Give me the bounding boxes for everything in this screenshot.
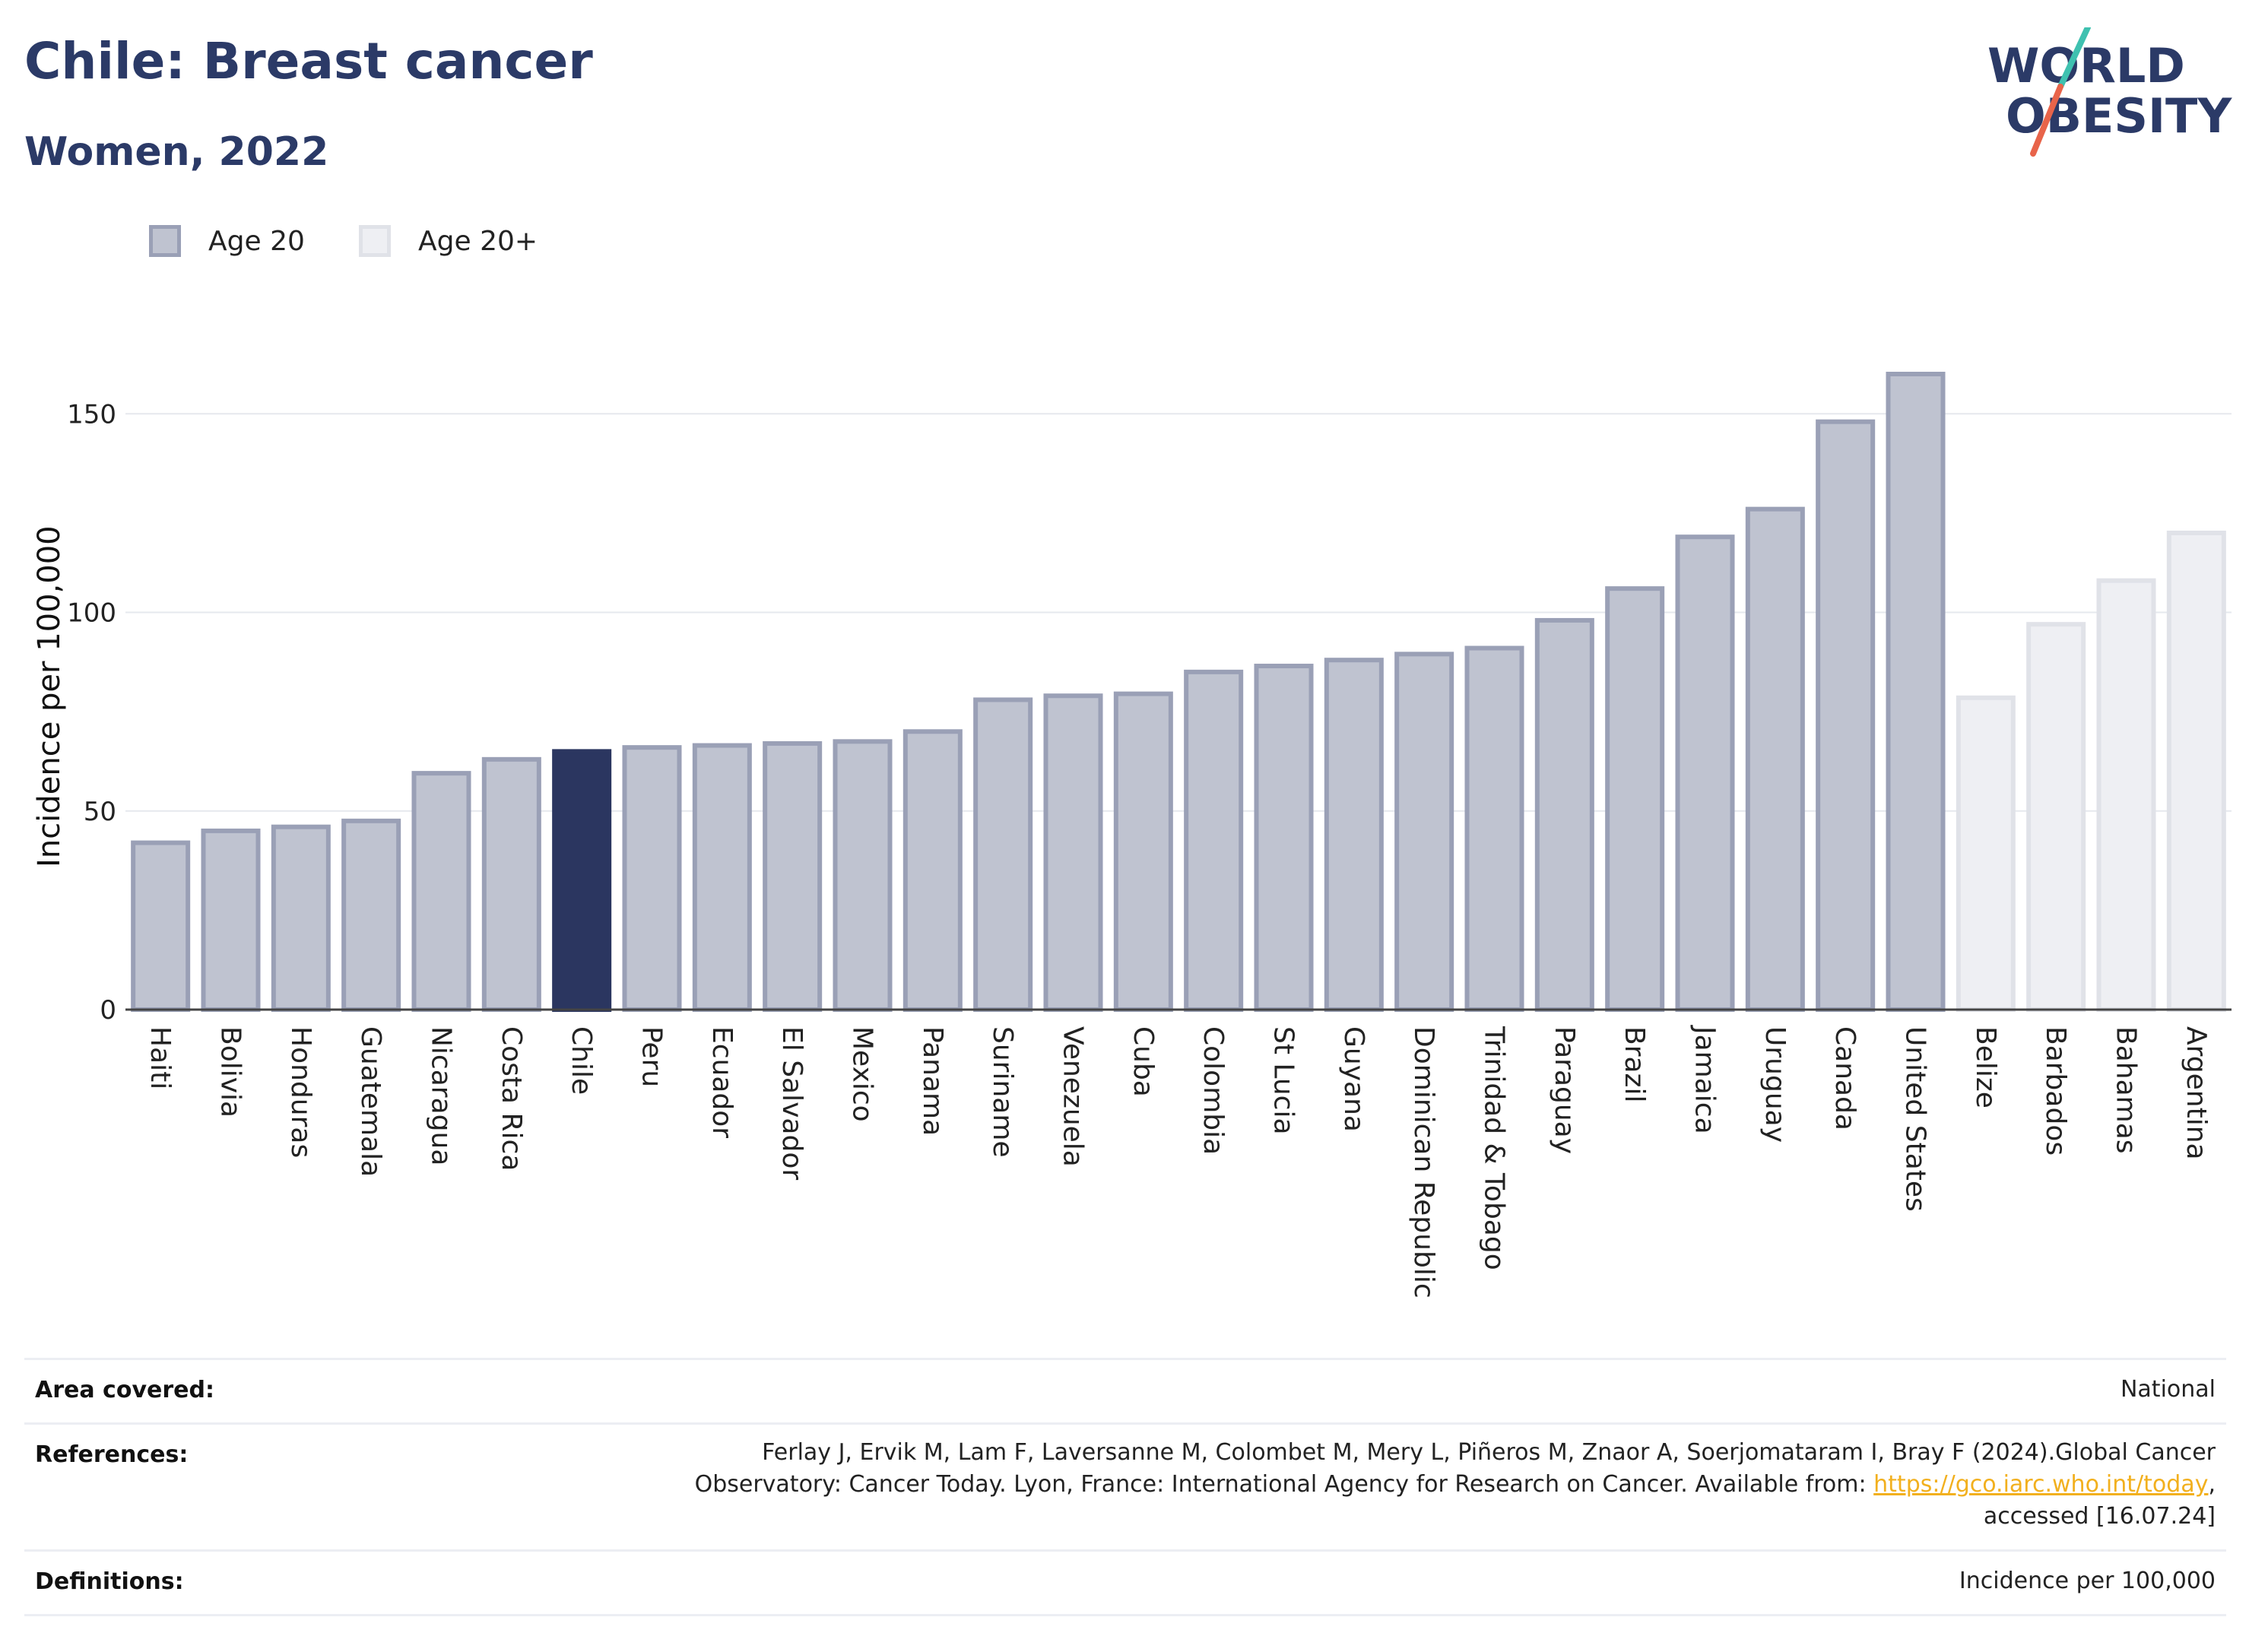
bar-el-salvador [763, 740, 823, 1012]
x-tick-label: Chile [566, 1026, 597, 1095]
footer-row-area: Area covered: National [24, 1358, 2226, 1422]
logo-slash-top [2057, 27, 2091, 90]
legend-swatch-age-20-plus [359, 225, 391, 257]
x-tick-label: Brazil [1619, 1026, 1650, 1102]
x-tick-label: Argentina [2181, 1026, 2212, 1160]
bar-trinidad-tobago [1464, 645, 1524, 1013]
bar-united-states [1886, 372, 1946, 1012]
bar-venezuela [1043, 693, 1103, 1012]
x-tick-label: Paraguay [1549, 1026, 1580, 1154]
bar-nicaragua [411, 771, 471, 1012]
chart-title: Chile: Breast cancer [24, 32, 593, 90]
y-tick-label: 50 [84, 797, 116, 827]
bar-mexico [833, 739, 893, 1012]
x-tick-label: Cuba [1128, 1026, 1159, 1097]
logo-slash-bottom [2030, 84, 2063, 157]
footer-value-references: Ferlay J, Ervik M, Lam F, Laversanne M, … [695, 1437, 2216, 1533]
bar-canada [1816, 419, 1876, 1012]
bar-ecuador [692, 743, 752, 1012]
bar-dominican-republic [1394, 652, 1454, 1012]
x-tick-label: Guyana [1338, 1026, 1369, 1132]
bar-chart: 0 50 100 150 Incidence per 100,000 Haiti Boliv… [32, 372, 2232, 1298]
x-tick-label: St Lucia [1268, 1026, 1299, 1135]
footer-value-definitions: Incidence per 100,000 [1959, 1568, 2216, 1594]
legend-item-age-20-plus[interactable]: Age 20+ [359, 225, 538, 257]
x-tick-label: Uruguay [1759, 1026, 1791, 1143]
y-tick-label: 150 [67, 399, 116, 430]
footer-key-references: References: [35, 1441, 189, 1468]
x-tick-label: Jamaica [1689, 1025, 1721, 1134]
x-tick-label: Canada [1829, 1026, 1860, 1130]
bar-honduras [271, 824, 331, 1013]
bar-costa-rica [481, 756, 541, 1012]
bar-peru [622, 745, 682, 1013]
legend-swatch-age-20 [149, 225, 181, 257]
x-tick-label: Colombia [1197, 1026, 1229, 1155]
reference-link[interactable]: https://gco.iarc.who.int/today [1873, 1471, 2209, 1498]
x-tick-label: Mexico [847, 1026, 878, 1122]
x-tick-label: El Salvador [776, 1026, 807, 1180]
x-tick-label: Venezuela [1058, 1026, 1089, 1167]
x-tick-label: Costa Rica [496, 1026, 527, 1171]
bar-haiti [131, 840, 191, 1013]
x-tick-label: Nicaragua [426, 1026, 457, 1165]
chart-subtitle: Women, 2022 [24, 129, 329, 175]
reference-line-2-text: Observatory: Cancer Today. Lyon, France:… [694, 1471, 1874, 1498]
bar-belize [1956, 695, 2016, 1013]
y-tick-label: 100 [67, 598, 116, 629]
bar-suriname [973, 697, 1033, 1012]
bar-guatemala [341, 818, 401, 1012]
x-tick-label: Peru [636, 1026, 668, 1087]
x-tick-label: Ecuador [706, 1026, 738, 1138]
y-axis-title: Incidence per 100,000 [32, 525, 67, 867]
bar-cuba [1113, 691, 1173, 1012]
x-tick-label: Panama [917, 1026, 948, 1136]
x-tick-label: United States [1900, 1026, 1931, 1212]
bar-argentina [2166, 531, 2226, 1012]
reference-line-2: Observatory: Cancer Today. Lyon, France:… [695, 1469, 2216, 1501]
footer-row-definitions: Definitions: Incidence per 100,000 [24, 1549, 2226, 1616]
bar-guyana [1324, 658, 1384, 1012]
bar-jamaica [1675, 534, 1735, 1012]
x-tick-label: Belize [1970, 1026, 2001, 1108]
footer-value-area: National [2120, 1376, 2216, 1403]
x-tick-label: Bolivia [215, 1026, 246, 1118]
bar-colombia [1184, 669, 1244, 1012]
bar-paraguay [1534, 617, 1594, 1012]
bar-st-lucia [1254, 664, 1314, 1012]
x-tick-label: Honduras [285, 1026, 316, 1158]
x-tick-label: Bahamas [2111, 1026, 2142, 1154]
legend-label-age-20: Age 20 [208, 225, 305, 257]
chart-footer: Area covered: National References: Ferla… [24, 1358, 2226, 1616]
bar-chile [552, 749, 612, 1012]
reference-line-1: Ferlay J, Ervik M, Lam F, Laversanne M, … [762, 1439, 2216, 1466]
bar-panama [902, 729, 963, 1012]
footer-key-area: Area covered: [35, 1377, 214, 1403]
x-tick-label: Trinidad & Tobago [1479, 1026, 1510, 1270]
bar-brazil [1605, 586, 1665, 1012]
bar-barbados [2026, 622, 2086, 1012]
legend-label-age-20-plus: Age 20+ [418, 225, 538, 257]
x-tick-label: Haiti [144, 1026, 176, 1089]
legend-item-age-20[interactable]: Age 20 [149, 225, 305, 257]
footer-row-references: References: Ferlay J, Ervik M, Lam F, La… [24, 1422, 2226, 1549]
x-tick-label: Guatemala [355, 1026, 386, 1177]
y-tick-label: 0 [100, 995, 116, 1026]
x-tick-label: Barbados [2040, 1026, 2071, 1156]
logo-word-world: WORLD [1987, 38, 2185, 94]
reference-link-comma: , [2208, 1471, 2216, 1498]
x-tick-label: Dominican Republic [1408, 1026, 1439, 1298]
x-tick-label: Suriname [987, 1026, 1018, 1158]
bar-uruguay [1745, 506, 1805, 1012]
bar-bolivia [201, 828, 261, 1012]
bar-bahamas [2096, 578, 2156, 1012]
footer-key-definitions: Definitions: [35, 1568, 184, 1595]
reference-line-3: accessed [16.07.24] [1983, 1503, 2216, 1530]
world-obesity-logo: WORLD OBESITY [1987, 27, 2232, 157]
